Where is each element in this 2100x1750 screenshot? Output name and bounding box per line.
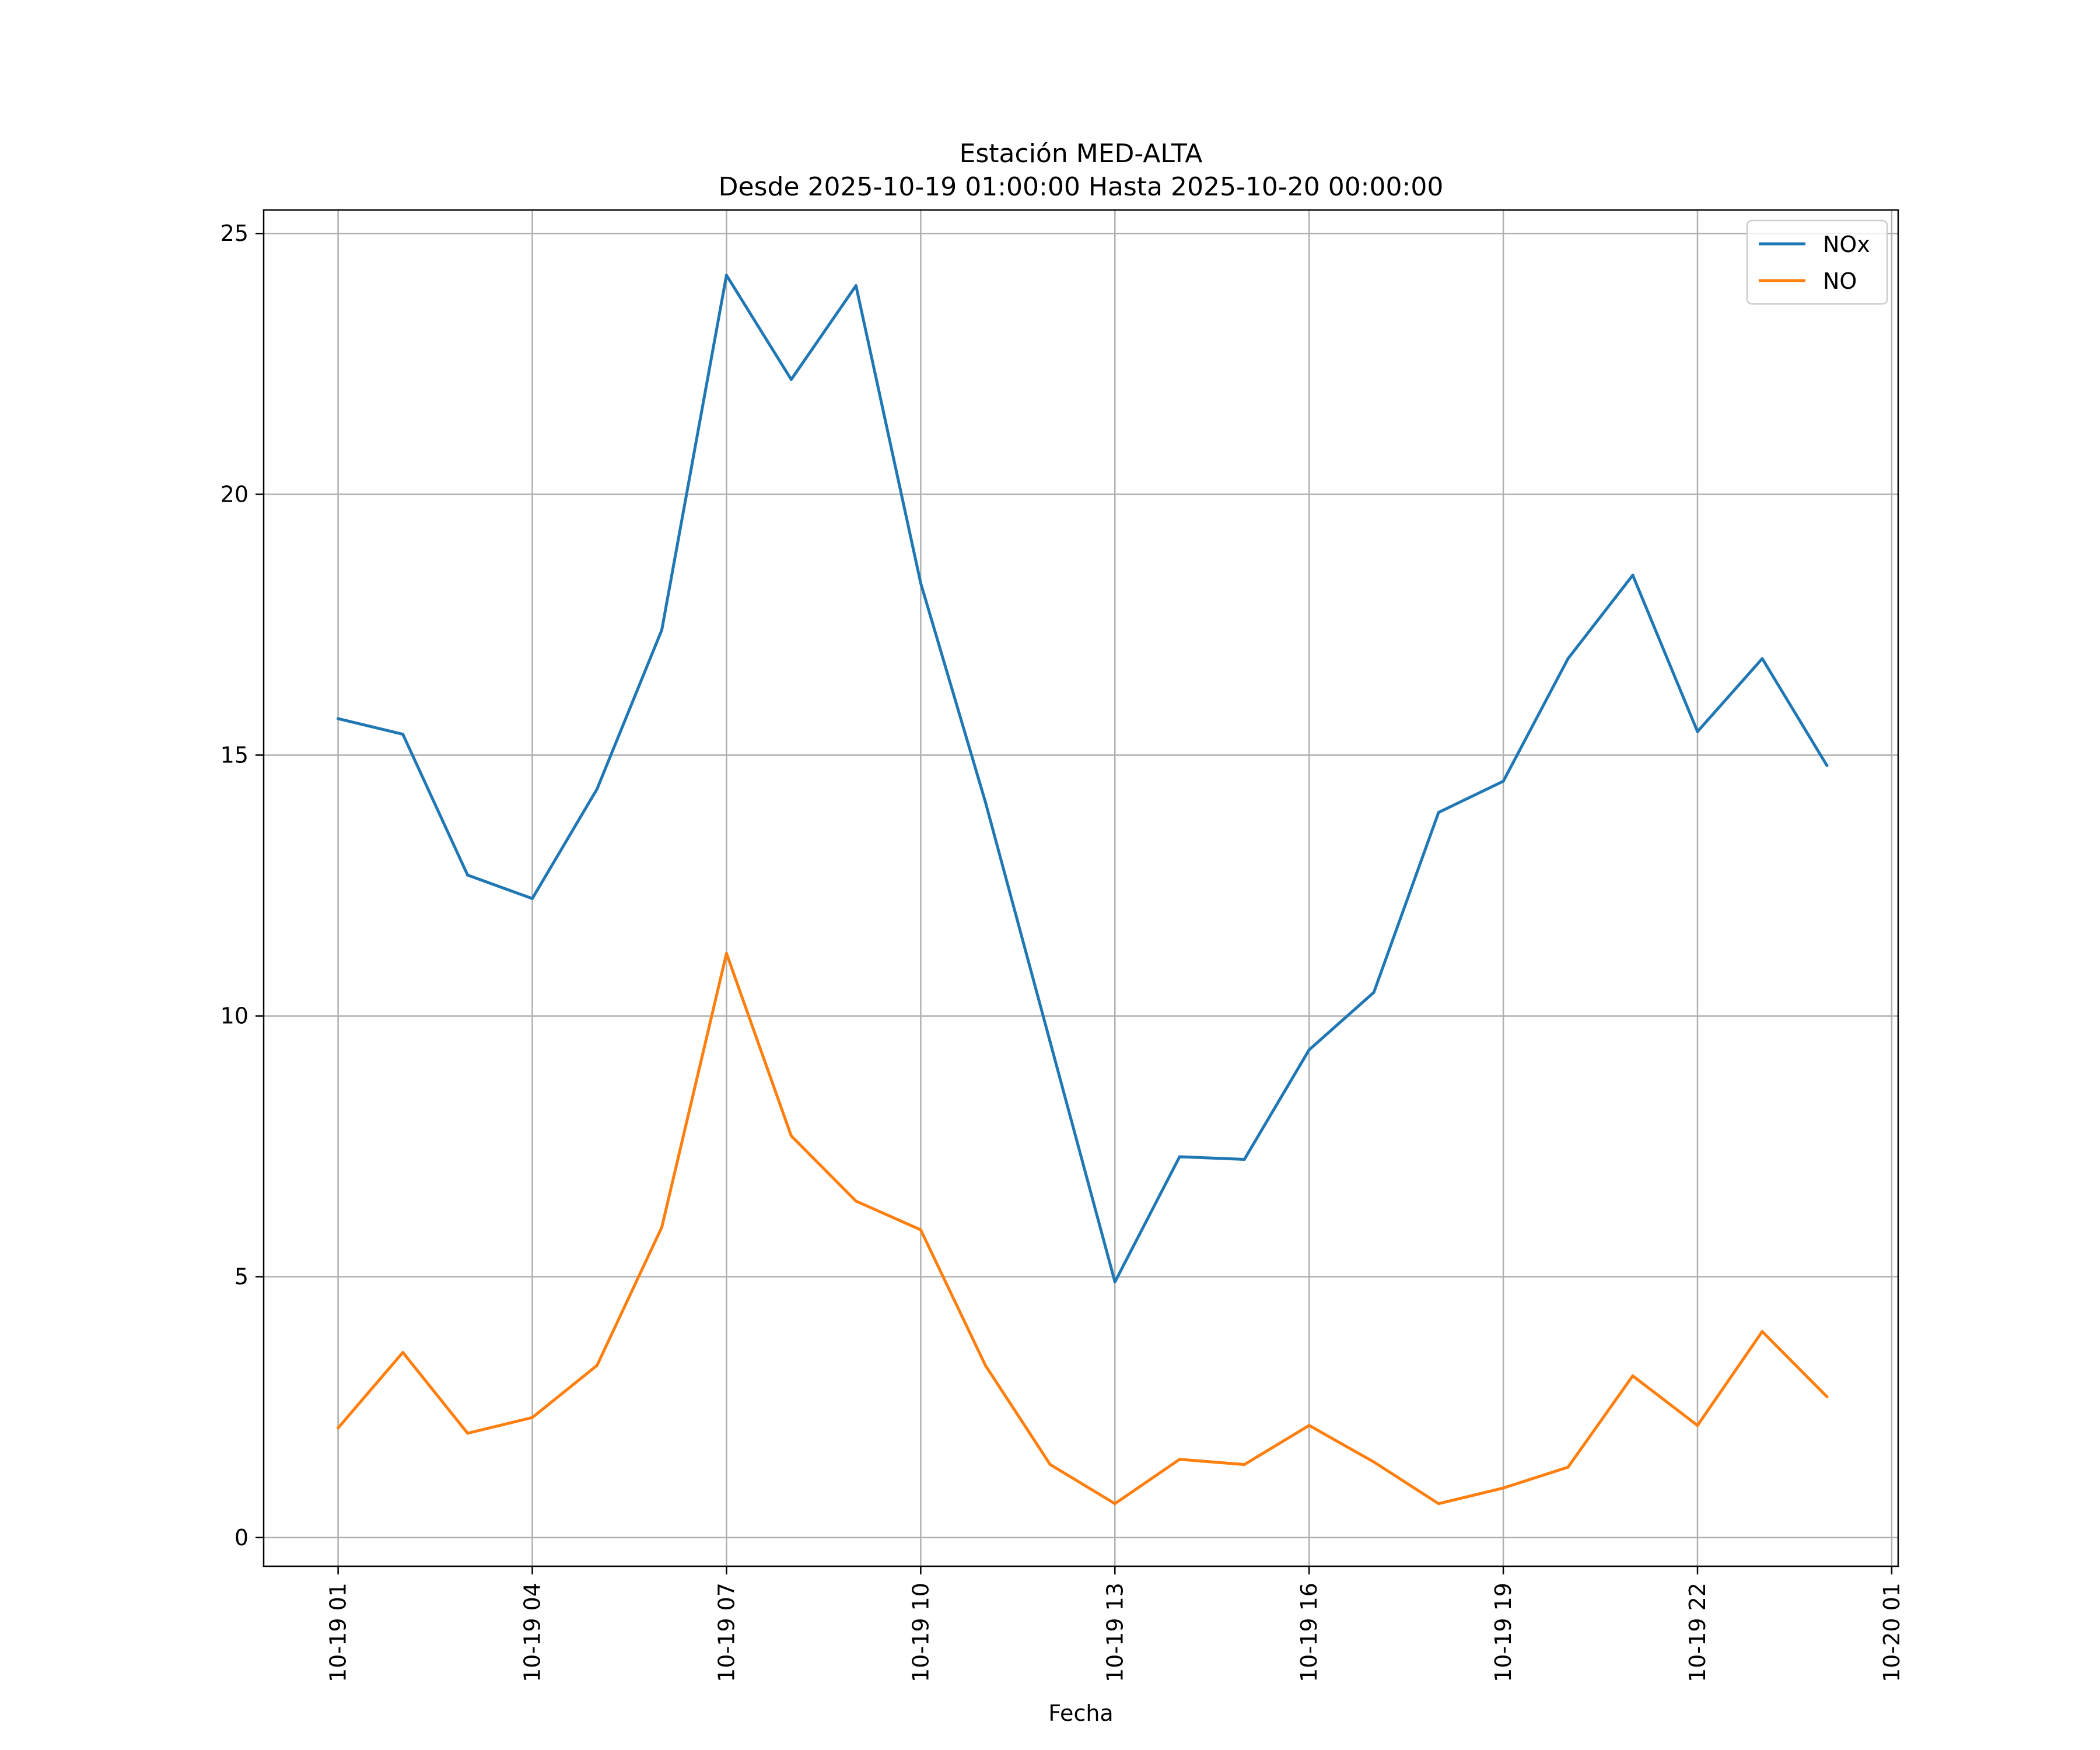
data-point-no <box>1825 1395 1829 1398</box>
data-point-no <box>919 1228 922 1231</box>
data-point-no <box>1113 1502 1116 1506</box>
chart-title: Estación MED-ALTA <box>960 139 1203 169</box>
data-point-no <box>1178 1458 1181 1461</box>
data-point-no <box>531 1416 534 1419</box>
data-point-nox <box>919 581 922 584</box>
data-point-nox <box>1825 764 1829 767</box>
x-tick-label: 10-19 13 <box>1102 1583 1128 1682</box>
data-point-nox <box>984 800 987 804</box>
data-point-nox <box>1307 1048 1311 1052</box>
data-point-no <box>1502 1486 1505 1490</box>
x-tick-label: 10-19 04 <box>520 1583 545 1682</box>
series-line-no <box>337 951 1829 1506</box>
data-point-no <box>660 1226 663 1229</box>
data-point-no <box>789 1134 793 1138</box>
x-tick-label: 10-19 19 <box>1490 1583 1516 1682</box>
legend-label-no: NO <box>1823 268 1857 294</box>
data-point-no <box>1048 1463 1052 1466</box>
data-point-nox <box>1113 1280 1116 1284</box>
grid <box>264 210 1898 1566</box>
data-point-no <box>337 1426 340 1430</box>
data-point-no <box>1760 1330 1764 1334</box>
x-tick-label: 10-20 01 <box>1879 1583 1905 1682</box>
data-point-no <box>1566 1465 1570 1469</box>
data-point-nox <box>789 378 793 382</box>
series-line-nox <box>337 274 1829 1284</box>
data-point-nox <box>401 733 405 736</box>
data-point-no <box>724 951 728 955</box>
x-tick-label: 10-19 16 <box>1296 1583 1322 1682</box>
data-point-no <box>854 1199 858 1203</box>
chart-subtitle: Desde 2025-10-19 01:00:00 Hasta 2025-10-… <box>719 172 1444 202</box>
y-tick-label: 10 <box>220 1003 249 1029</box>
data-point-nox <box>1760 657 1764 660</box>
data-point-nox <box>854 284 858 288</box>
data-point-nox <box>1696 730 1699 733</box>
data-point-nox <box>595 788 598 791</box>
legend-label-nox: NOx <box>1823 232 1870 257</box>
x-tick-label: 10-19 10 <box>908 1583 933 1682</box>
x-tick-label: 10-19 07 <box>713 1583 739 1682</box>
data-point-no <box>1242 1463 1246 1466</box>
plot-frame <box>262 209 1899 1567</box>
data-point-nox <box>1242 1158 1246 1161</box>
data-point-no <box>1307 1424 1311 1427</box>
legend-box <box>1746 219 1888 305</box>
data-point-nox <box>1631 573 1634 577</box>
axis-ticks: 0 5 10 15 20 25 10-19 01 10-19 04 10-19 07 10-19 … <box>220 220 1905 1682</box>
series-lines <box>337 274 1829 1506</box>
data-point-nox <box>1372 991 1376 994</box>
data-point-nox <box>1178 1155 1181 1158</box>
data-point-nox <box>660 628 663 632</box>
y-tick-label: 20 <box>220 481 249 507</box>
data-point-nox <box>1502 779 1505 783</box>
legend: NOx NO <box>1746 219 1888 305</box>
y-tick-label: 5 <box>235 1264 249 1290</box>
data-point-nox <box>1437 811 1440 814</box>
data-point-no <box>466 1432 470 1435</box>
data-point-no <box>401 1350 405 1354</box>
data-point-nox <box>1048 1040 1052 1044</box>
data-point-nox <box>337 717 340 720</box>
y-tick-label: 0 <box>235 1525 249 1550</box>
data-point-nox <box>1566 657 1570 660</box>
x-tick-label: 10-19 22 <box>1685 1583 1710 1682</box>
data-point-no <box>1372 1460 1376 1464</box>
x-tick-label: 10-19 01 <box>326 1583 351 1682</box>
y-tick-label: 15 <box>220 742 249 768</box>
data-point-nox <box>724 274 728 277</box>
data-point-nox <box>466 873 470 877</box>
data-point-no <box>984 1364 987 1367</box>
data-point-no <box>1437 1502 1440 1506</box>
data-point-no <box>1631 1374 1634 1378</box>
x-axis-label: Fecha <box>1048 1700 1113 1726</box>
y-tick-label: 25 <box>220 220 249 246</box>
data-point-nox <box>531 897 534 900</box>
data-point-no <box>595 1364 598 1367</box>
data-point-no <box>1696 1424 1699 1427</box>
